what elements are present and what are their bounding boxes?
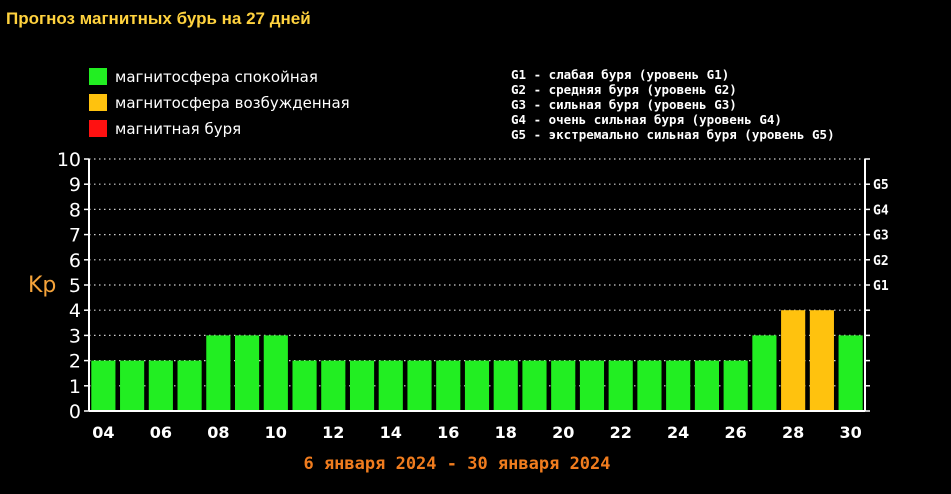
- bar-15: [407, 360, 432, 411]
- bar-11: [292, 360, 317, 411]
- y-tick-label-2: 2: [69, 351, 81, 373]
- y-tick-label-7: 7: [69, 225, 81, 247]
- x-tick-label-26: 26: [725, 423, 747, 442]
- x-tick-label-20: 20: [552, 423, 574, 442]
- x-tick-label-08: 08: [207, 423, 229, 442]
- bar-26: [723, 360, 748, 411]
- bar-29: [809, 310, 834, 411]
- g-tick-label-G2: G2: [873, 254, 889, 269]
- bar-09: [235, 335, 260, 411]
- bar-07: [177, 360, 202, 411]
- legend-label-active: магнитосфера возбужденная: [115, 94, 350, 112]
- bar-23: [637, 360, 662, 411]
- bar-16: [436, 360, 461, 411]
- y-tick-label-3: 3: [69, 325, 81, 347]
- date-range: 6 января 2024 - 30 января 2024: [303, 454, 610, 474]
- storm-level-descriptions: G1 - слабая буря (уровень G1) G2 - средн…: [511, 67, 835, 142]
- bar-21: [579, 360, 605, 411]
- y-axis-label: Kp: [28, 273, 56, 298]
- y-tick-label-6: 6: [69, 250, 81, 272]
- bar-04: [91, 360, 116, 411]
- x-tick-label-04: 04: [92, 423, 114, 442]
- legend-label-storm: магнитная буря: [115, 120, 241, 138]
- y-tick-label-0: 0: [69, 401, 81, 423]
- x-tick-label-10: 10: [265, 423, 287, 442]
- g-tick-label-G3: G3: [873, 229, 889, 244]
- bars: [91, 310, 863, 411]
- bar-30: [838, 335, 863, 411]
- legend-swatch-storm: [89, 120, 107, 137]
- legend-label-quiet: магнитосфера спокойная: [115, 68, 318, 86]
- bar-20: [551, 360, 576, 411]
- bar-19: [522, 360, 547, 411]
- storm-level-g1: G1 - слабая буря (уровень G1): [511, 67, 729, 82]
- bar-10: [263, 335, 288, 411]
- x-tick-label-30: 30: [839, 423, 861, 442]
- g-tick-label-G4: G4: [873, 203, 889, 218]
- page-title: Прогноз магнитных бурь на 27 дней: [6, 9, 311, 28]
- y-tick-label-1: 1: [69, 376, 81, 398]
- bar-08: [206, 335, 231, 411]
- bar-17: [464, 360, 490, 411]
- bar-22: [608, 360, 633, 411]
- legend: магнитосфера спокойная магнитосфера возб…: [89, 68, 350, 138]
- legend-swatch-quiet: [89, 68, 107, 85]
- y-tick-labels: 0 1 2 3 4 5 6 7 8 9 10: [57, 149, 81, 423]
- bar-14: [378, 360, 403, 411]
- bar-25: [694, 360, 719, 411]
- g-level-tick-labels: G1 G2 G3 G4 G5: [873, 178, 889, 294]
- g-tick-label-G5: G5: [873, 178, 889, 193]
- x-tick-labels: 04 06 08 10 12 14 16 18 20 22 24 26 28 30: [92, 423, 862, 442]
- y-tick-label-8: 8: [69, 199, 81, 221]
- bar-12: [321, 360, 346, 411]
- y-tick-label-10: 10: [57, 149, 81, 171]
- x-tick-label-06: 06: [150, 423, 172, 442]
- storm-level-g4: G4 - очень сильная буря (уровень G4): [511, 112, 782, 127]
- grid-lines: [89, 158, 865, 387]
- bar-13: [349, 360, 375, 411]
- storm-level-g5: G5 - экстремально сильная буря (уровень …: [511, 127, 835, 142]
- bar-27: [752, 335, 777, 411]
- storm-level-g3: G3 - сильная буря (уровень G3): [511, 97, 737, 112]
- storm-level-g2: G2 - средняя буря (уровень G2): [511, 82, 737, 97]
- x-tick-label-28: 28: [782, 423, 804, 442]
- bar-06: [148, 360, 173, 411]
- bar-24: [666, 360, 691, 411]
- x-tick-label-22: 22: [610, 423, 632, 442]
- bar-18: [493, 360, 518, 411]
- x-tick-label-14: 14: [380, 423, 402, 442]
- x-tick-label-16: 16: [437, 423, 459, 442]
- legend-swatch-active: [89, 94, 107, 111]
- bar-05: [120, 360, 145, 411]
- y-tick-label-5: 5: [69, 275, 81, 297]
- x-tick-label-24: 24: [667, 423, 689, 442]
- x-tick-label-18: 18: [495, 423, 517, 442]
- axes: [84, 158, 870, 412]
- x-tick-label-12: 12: [322, 423, 344, 442]
- y-tick-label-9: 9: [69, 174, 81, 196]
- g-tick-label-G1: G1: [873, 279, 889, 294]
- y-tick-label-4: 4: [69, 300, 81, 322]
- bar-28: [781, 310, 806, 411]
